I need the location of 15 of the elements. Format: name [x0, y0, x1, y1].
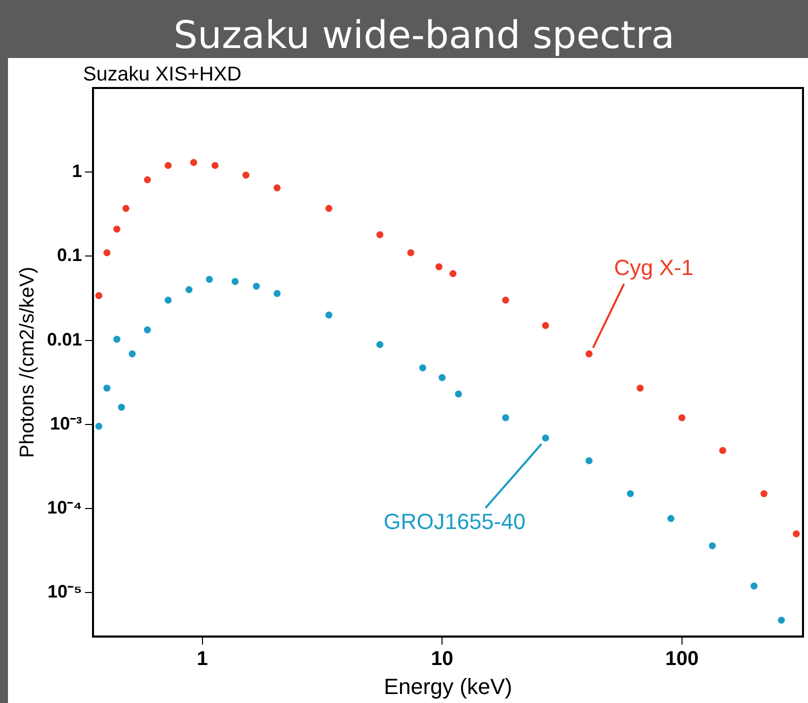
y-tick-label: 0.01 — [46, 329, 82, 350]
y-tick-label: 1 — [72, 161, 82, 182]
y-axis-title: Photons /(cm2/s/keV) — [16, 266, 39, 458]
x-tick-label: 1 — [196, 648, 208, 670]
chart-title: Suzaku wide-band spectra — [172, 12, 676, 58]
x-tick-label: 10 — [430, 648, 454, 670]
x-axis-title: Energy (keV) — [384, 674, 512, 699]
text: GROJ1655-40 — [384, 509, 526, 534]
y-tick-label: 10⁻⁴ — [47, 497, 82, 518]
y-tick-label: 10⁻³ — [50, 413, 82, 434]
y-tick-label: 0.1 — [57, 245, 82, 266]
x-tick-label: 100 — [665, 648, 699, 670]
y-tick-label: 10⁻⁵ — [48, 582, 82, 602]
text: Cyg X-1 — [614, 254, 694, 280]
text: Suzaku XIS+HXD — [83, 64, 242, 86]
